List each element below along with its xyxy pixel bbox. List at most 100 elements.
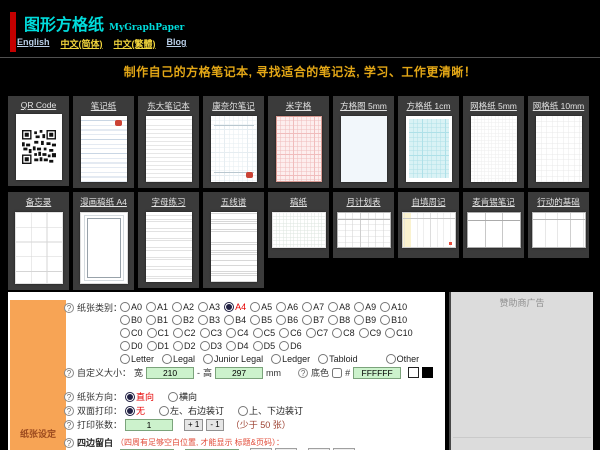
paper-type-radio-c4[interactable] xyxy=(226,327,237,338)
template-card-link-weekly-journal[interactable]: 自填周记 xyxy=(411,197,446,207)
template-card-weekly-journal[interactable]: 自填周记 xyxy=(398,192,459,258)
help-icon[interactable]: ? xyxy=(64,405,74,416)
help-icon[interactable]: ? xyxy=(64,437,74,448)
paper-type-option-b2[interactable]: B2 xyxy=(172,314,194,325)
paper-type-radio-c0[interactable] xyxy=(120,327,130,338)
paper-type-radio-a2[interactable] xyxy=(172,301,183,312)
paper-type-option-b6[interactable]: B6 xyxy=(276,314,298,325)
template-card-link-mi-grid[interactable]: 米字格 xyxy=(285,101,312,111)
paper-type-radio-a4[interactable] xyxy=(224,301,235,312)
paper-type-radio-d3[interactable] xyxy=(199,340,210,351)
template-card-link-music-staff[interactable]: 五线谱 xyxy=(220,197,247,207)
paper-type-radio-other[interactable] xyxy=(385,353,396,364)
template-card-note-paper[interactable]: 笔记纸 xyxy=(73,96,134,188)
template-card-letter-practice[interactable]: 字母练习 xyxy=(138,192,199,288)
paper-type-radio-b10[interactable] xyxy=(380,314,391,325)
template-card-qr-code[interactable]: QR Code xyxy=(8,96,69,186)
template-card-mi-grid[interactable]: 米字格 xyxy=(268,96,329,188)
paper-type-radio-a6[interactable] xyxy=(276,301,287,312)
paper-type-option-a1[interactable]: A1 xyxy=(146,301,168,312)
sidebar-tab-paper-settings[interactable]: 纸张设定 xyxy=(10,300,66,450)
template-card-grid-1cm[interactable]: 方格纸 1cm xyxy=(398,96,459,188)
paper-type-radio-c9[interactable] xyxy=(358,327,369,338)
template-card-music-staff[interactable]: 五线谱 xyxy=(203,192,264,288)
paper-type-radio-a10[interactable] xyxy=(380,301,391,312)
paper-type-option-b3[interactable]: B3 xyxy=(198,314,220,325)
template-card-link-mesh-10mm[interactable]: 网格纸 10mm xyxy=(532,101,585,111)
paper-type-radio-ledger[interactable] xyxy=(271,353,282,364)
template-card-memo[interactable]: 备忘录 xyxy=(8,192,69,290)
paper-type-option-b10[interactable]: B10 xyxy=(380,314,407,325)
paper-type-option-c2[interactable]: C2 xyxy=(173,327,196,338)
paper-type-option-c6[interactable]: C6 xyxy=(279,327,302,338)
paper-type-option-b8[interactable]: B8 xyxy=(328,314,350,325)
width-input[interactable] xyxy=(146,366,195,379)
template-card-link-cornell-notes[interactable]: 康奈尔笔记 xyxy=(212,101,255,111)
paper-type-radio-d2[interactable] xyxy=(173,340,184,351)
margin-mini-box[interactable] xyxy=(275,448,297,450)
paper-type-option-a3[interactable]: A3 xyxy=(198,301,220,312)
paper-type-radio-a1[interactable] xyxy=(146,301,157,312)
template-card-cornell-notes[interactable]: 康奈尔笔记 xyxy=(203,96,264,188)
margin-mini-box[interactable] xyxy=(250,448,272,450)
copies-minus-button[interactable]: - 1 xyxy=(206,418,224,431)
paper-type-option-b7[interactable]: B7 xyxy=(302,314,324,325)
template-card-mesh-10mm[interactable]: 网格纸 10mm xyxy=(528,96,589,188)
paper-type-option-d1[interactable]: D1 xyxy=(146,340,169,351)
paper-type-radio-b8[interactable] xyxy=(328,314,339,325)
paper-type-option-a5[interactable]: A5 xyxy=(250,301,272,312)
paper-type-option-d6[interactable]: D6 xyxy=(279,340,302,351)
paper-type-radio-letter[interactable] xyxy=(120,353,130,364)
template-card-link-action-basics[interactable]: 行动的基础 xyxy=(537,197,580,207)
margin-mini-box[interactable] xyxy=(333,448,355,450)
paper-type-option-b1[interactable]: B1 xyxy=(146,314,168,325)
help-icon[interactable]: ? xyxy=(64,419,74,430)
paper-type-option-d0[interactable]: D0 xyxy=(120,340,143,351)
paper-type-radio-a3[interactable] xyxy=(198,301,209,312)
paper-type-radio-c6[interactable] xyxy=(279,327,290,338)
paper-type-option-c1[interactable]: C1 xyxy=(146,327,169,338)
template-card-grid-5mm[interactable]: 方格图 5mm xyxy=(333,96,394,188)
paper-type-option-ledger[interactable]: Ledger xyxy=(271,353,310,364)
paper-type-radio-b6[interactable] xyxy=(276,314,287,325)
orientation-radio-landscape[interactable] xyxy=(168,391,179,402)
paper-type-radio-d6[interactable] xyxy=(279,340,290,351)
paper-type-option-a4[interactable]: A4 xyxy=(224,301,246,312)
paper-type-radio-c1[interactable] xyxy=(146,327,157,338)
paper-type-option-a6[interactable]: A6 xyxy=(276,301,298,312)
paper-type-option-d4[interactable]: D4 xyxy=(226,340,249,351)
paper-type-option-other[interactable]: Other xyxy=(385,353,419,364)
help-icon[interactable]: ? xyxy=(64,391,74,402)
paper-type-radio-c7[interactable] xyxy=(305,327,316,338)
paper-type-option-a7[interactable]: A7 xyxy=(302,301,324,312)
paper-type-option-c8[interactable]: C8 xyxy=(332,327,355,338)
paper-type-radio-c5[interactable] xyxy=(252,327,263,338)
template-card-link-note-paper[interactable]: 笔记纸 xyxy=(90,101,117,111)
template-card-link-grid-1cm[interactable]: 方格纸 1cm xyxy=(406,101,451,111)
paper-type-option-junior-legal[interactable]: Junior Legal xyxy=(203,353,263,364)
duplex-option-none[interactable]: 无 xyxy=(125,404,145,417)
duplex-option-top-bottom[interactable]: 上、下边装订 xyxy=(238,404,303,417)
paper-type-radio-legal[interactable] xyxy=(162,353,173,364)
paper-type-option-tabloid[interactable]: Tabloid xyxy=(318,353,358,364)
template-card-link-grid-5mm[interactable]: 方格图 5mm xyxy=(340,101,387,111)
nav-link-english[interactable]: English xyxy=(17,37,50,47)
paper-type-radio-a9[interactable] xyxy=(354,301,365,312)
help-icon[interactable]: ? xyxy=(64,302,74,313)
template-card-month-planner[interactable]: 月计划表 xyxy=(333,192,394,258)
help-icon[interactable]: ? xyxy=(64,367,74,378)
paper-type-option-a0[interactable]: A0 xyxy=(120,301,142,312)
paper-type-option-b9[interactable]: B9 xyxy=(354,314,376,325)
template-card-link-letter-practice[interactable]: 字母练习 xyxy=(151,197,186,207)
paper-type-radio-b2[interactable] xyxy=(172,314,183,325)
orientation-option-portrait[interactable]: 直向 xyxy=(125,390,154,403)
paper-type-option-c4[interactable]: C4 xyxy=(226,327,249,338)
template-card-manga-a4[interactable]: 漫画稿纸 A4 xyxy=(73,192,134,290)
bg-color-checkbox[interactable] xyxy=(332,367,343,378)
duplex-radio-none[interactable] xyxy=(125,405,136,416)
paper-type-radio-junior-legal[interactable] xyxy=(203,353,214,364)
paper-type-radio-b1[interactable] xyxy=(146,314,157,325)
template-card-link-month-planner[interactable]: 月计划表 xyxy=(346,197,381,207)
paper-type-option-b0[interactable]: B0 xyxy=(120,314,142,325)
paper-type-option-c0[interactable]: C0 xyxy=(120,327,143,338)
